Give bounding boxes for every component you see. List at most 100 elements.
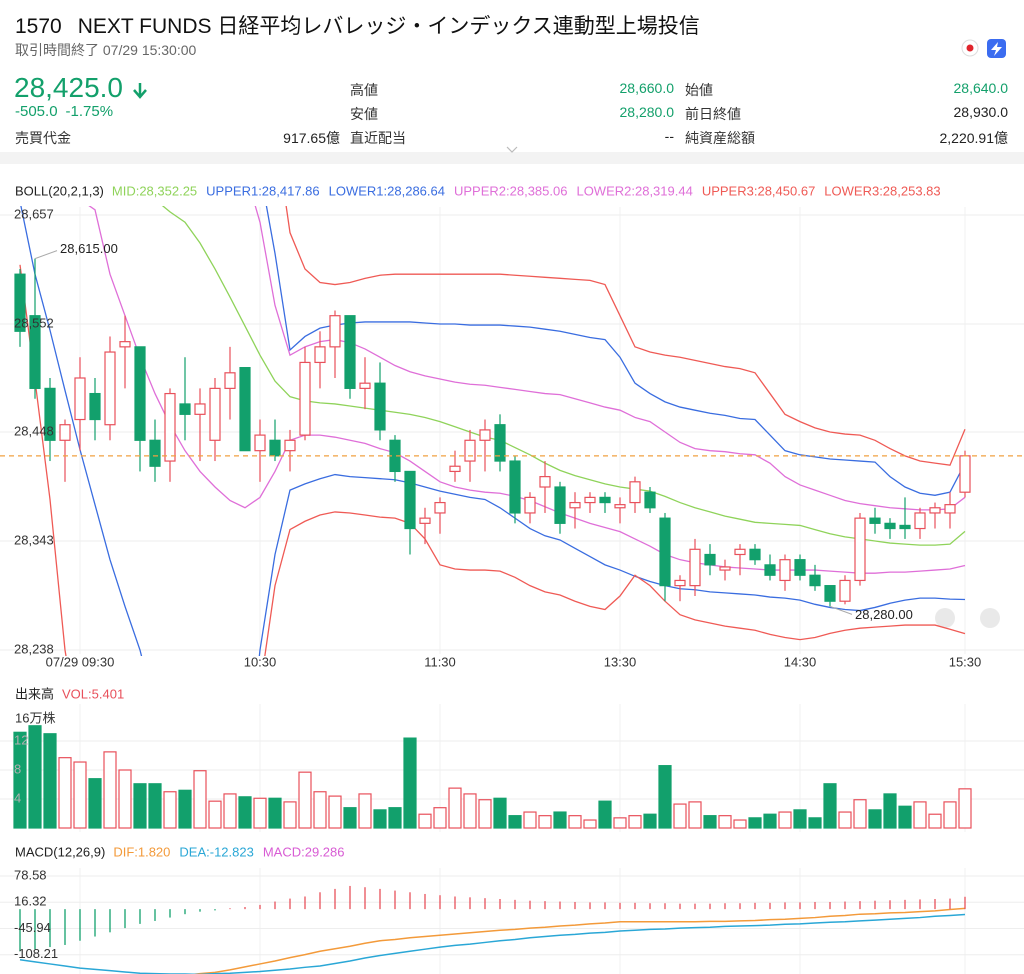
candle-body (569, 501, 581, 509)
code: 1570 (15, 15, 62, 38)
volume-bar (553, 811, 567, 829)
candle-body (929, 507, 941, 514)
volume-bar (208, 800, 222, 829)
candle-body (14, 273, 26, 332)
line (88, 206, 966, 574)
stat-label: 始値 (685, 82, 713, 98)
annotation-leader (34, 250, 58, 260)
line (285, 206, 966, 466)
y-tick-label: 16.32 (14, 894, 47, 909)
candle-body (314, 346, 326, 364)
stat-label: 高値 (350, 82, 378, 98)
volume-bar (253, 797, 267, 829)
candle-body (194, 403, 206, 415)
y-tick-label: 28,238 (14, 641, 54, 656)
volume-bar (238, 796, 252, 829)
y-tick-label: 28,552 (14, 315, 54, 330)
annotation: 28,280.00 (855, 607, 913, 622)
volume-bar (538, 815, 552, 829)
legend-entry: UPPER2:28,385.06 (454, 183, 567, 198)
legend-entry: UPPER3:28,450.67 (702, 183, 815, 198)
candle-body (629, 481, 641, 504)
x-tick-label: 07/29 09:30 (46, 654, 115, 669)
line (265, 206, 966, 496)
line (254, 206, 966, 511)
stat-value: 2,220.91億 (939, 130, 1009, 146)
candle-body (344, 315, 356, 389)
candle-body (764, 564, 776, 576)
y-tick-label: 12 (14, 732, 28, 747)
candle-body (434, 501, 446, 514)
candle-body (749, 548, 761, 561)
volume-bar (958, 788, 972, 829)
y-tick-label: -170.47 (14, 972, 58, 974)
volume-bar (433, 807, 447, 829)
volume-bar (658, 765, 672, 829)
volume-bar (823, 783, 837, 829)
title: 1570 NEXT FUNDS 日経平均レバレッジ・インデックス連動型上場投信 (15, 10, 700, 40)
y-tick-label: 4 (14, 790, 21, 805)
volume-bar (793, 809, 807, 829)
indicator-title: BOLL(20,2,1,3) (15, 183, 104, 198)
volume-bar (58, 757, 72, 829)
fund-name: NEXT FUNDS 日経平均レバレッジ・インデックス連動型上場投信 (77, 15, 700, 38)
volume-bar (613, 817, 627, 829)
candle-body (899, 524, 911, 530)
volume-bar (943, 801, 957, 829)
volume-bar (508, 815, 522, 829)
legend-entry: LOWER3:28,253.83 (824, 183, 940, 198)
change-pct: -1.75% (65, 103, 114, 120)
price: 28,425.0 (14, 72, 123, 103)
candle-body (584, 496, 596, 504)
y-tick-label: 78.58 (14, 867, 47, 882)
candle-body (74, 377, 86, 421)
volume-bar (73, 761, 87, 829)
volume-bar (193, 770, 207, 829)
candle-body (449, 465, 461, 473)
volume-bar (718, 815, 732, 829)
volume-bar (883, 793, 897, 829)
volume-bar (463, 793, 477, 829)
volume-bar (343, 807, 357, 829)
volume-bar (838, 811, 852, 829)
volume-bar (448, 787, 462, 829)
candle-body (554, 486, 566, 524)
candle-body (644, 491, 656, 509)
candle-body (359, 382, 371, 389)
tool-icon[interactable] (980, 608, 1000, 628)
candle-body (404, 470, 416, 530)
volume-bar (853, 799, 867, 829)
y-tick-label: -108.21 (14, 946, 58, 961)
indicator-title: 出来高 (15, 686, 54, 701)
volume-bar (418, 813, 432, 829)
candle-body (164, 392, 176, 462)
volume-bar (898, 805, 912, 829)
expand-chevron[interactable] (506, 146, 518, 153)
separator (0, 152, 1024, 164)
candle-body (329, 315, 341, 348)
volume-bar (628, 815, 642, 829)
volume-bar (913, 801, 927, 829)
annotation: 28,615.00 (60, 241, 118, 256)
volume-bar (178, 789, 192, 829)
volume-bar (163, 791, 177, 829)
candle-body (674, 579, 686, 587)
candle-body (539, 476, 551, 488)
candle-body (149, 439, 161, 467)
line (19, 264, 966, 656)
y-tick-label: 28,448 (14, 423, 54, 438)
tool-icon[interactable] (935, 608, 955, 628)
y-tick-label: 28,657 (14, 206, 54, 221)
y-tick-label: 28,343 (14, 532, 54, 547)
volume-bar (583, 819, 597, 829)
candle-body (44, 387, 56, 441)
x-tick-label: 14:30 (784, 654, 817, 669)
stat-value: 28,930.0 (953, 104, 1009, 120)
candle-body (524, 496, 536, 514)
volume-bar (868, 809, 882, 829)
line (190, 907, 966, 974)
candle-body (299, 361, 311, 436)
volume-bar (493, 797, 507, 829)
